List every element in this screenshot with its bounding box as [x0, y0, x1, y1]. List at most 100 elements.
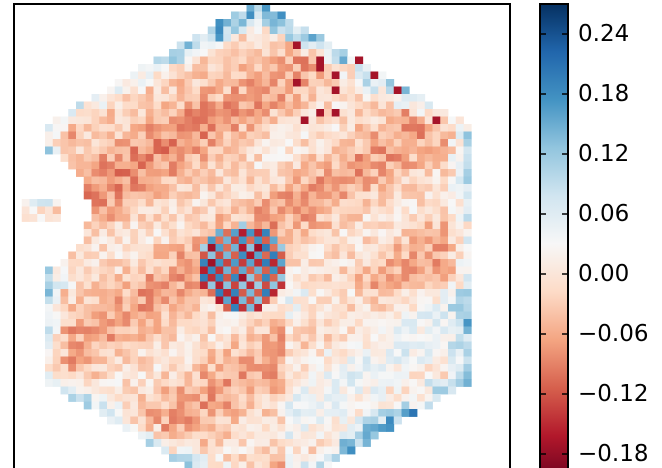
heatmap-cell	[254, 416, 263, 425]
heatmap-cell	[440, 289, 449, 297]
heatmap-cell	[192, 49, 201, 57]
heatmap-cell	[308, 289, 317, 297]
heatmap-cell	[114, 221, 123, 230]
heatmap-cell	[130, 101, 139, 110]
heatmap-cell	[277, 424, 286, 432]
heatmap-cell	[269, 319, 278, 327]
heatmap-cell	[386, 341, 395, 350]
heatmap-cell	[355, 281, 364, 290]
heatmap-cell	[246, 154, 255, 162]
heatmap-cell	[238, 79, 247, 87]
heatmap-cell	[362, 116, 371, 125]
heatmap-cell	[161, 206, 170, 215]
heatmap-cell	[192, 446, 201, 455]
heatmap-cell	[238, 19, 247, 27]
heatmap-cell	[138, 371, 147, 380]
heatmap-cell	[83, 221, 92, 230]
heatmap-cell	[262, 244, 271, 252]
heatmap-cell	[238, 401, 247, 410]
heatmap-cell	[130, 341, 139, 350]
heatmap-cell	[347, 439, 356, 447]
heatmap-cell	[91, 124, 100, 132]
heatmap-cell	[293, 259, 302, 267]
heatmap-cell	[192, 356, 201, 365]
heatmap-cell	[285, 154, 294, 162]
heatmap-cell	[285, 416, 294, 425]
heatmap-cell	[238, 319, 247, 327]
heatmap-cell	[277, 274, 286, 282]
heatmap-cell	[114, 139, 123, 147]
heatmap-cell	[153, 401, 162, 410]
heatmap-cell	[238, 251, 247, 260]
heatmap-cell	[130, 371, 139, 380]
heatmap-cell	[231, 64, 240, 72]
heatmap-cell	[91, 304, 100, 312]
heatmap-cell	[324, 176, 333, 185]
heatmap-cell	[60, 386, 69, 395]
heatmap-cell	[277, 439, 286, 447]
heatmap-cell	[254, 364, 263, 372]
heatmap-cell	[184, 94, 193, 102]
heatmap-cell	[231, 394, 240, 402]
heatmap-cell	[378, 274, 387, 282]
heatmap-cell	[169, 176, 178, 185]
heatmap-cell	[293, 124, 302, 132]
heatmap-cell	[401, 311, 410, 320]
heatmap-cell	[440, 191, 449, 200]
heatmap-cell	[331, 101, 340, 110]
heatmap-cell	[347, 109, 356, 117]
heatmap-cell	[169, 221, 178, 230]
heatmap-cell	[161, 176, 170, 185]
heatmap-cell	[254, 206, 263, 215]
heatmap-cell	[308, 356, 317, 365]
heatmap-cell	[285, 379, 294, 387]
heatmap-cell	[68, 394, 77, 402]
heatmap-cell	[91, 371, 100, 380]
heatmap-cell	[200, 251, 209, 260]
heatmap-cell	[76, 356, 85, 365]
heatmap-cell	[246, 319, 255, 327]
heatmap-cell	[269, 326, 278, 335]
heatmap-cell	[122, 124, 131, 132]
heatmap-cell	[331, 146, 340, 155]
heatmap-cell	[184, 326, 193, 335]
heatmap-cell	[223, 424, 232, 432]
heatmap-cell	[448, 124, 457, 132]
heatmap-cell	[401, 229, 410, 237]
heatmap-cell	[176, 56, 185, 65]
heatmap-cell	[386, 326, 395, 335]
heatmap-cell	[107, 394, 116, 402]
heatmap-cell	[347, 221, 356, 230]
heatmap-cell	[393, 311, 402, 320]
heatmap-cell	[254, 214, 263, 222]
heatmap-cell	[440, 184, 449, 192]
heatmap-cell	[192, 431, 201, 440]
heatmap-cell	[409, 274, 418, 282]
heatmap-cell	[99, 401, 108, 410]
heatmap-cell	[215, 176, 224, 185]
heatmap-cell	[130, 191, 139, 200]
heatmap-cell	[91, 349, 100, 357]
heatmap-cell	[223, 101, 232, 110]
heatmap-cell	[331, 341, 340, 350]
heatmap-cell	[122, 416, 131, 425]
heatmap-cell	[145, 199, 154, 207]
heatmap-cell	[300, 394, 309, 402]
heatmap-cell	[262, 266, 271, 275]
heatmap-cell	[238, 424, 247, 432]
heatmap-cell	[107, 266, 116, 275]
heatmap-cell	[347, 251, 356, 260]
heatmap-cell	[176, 431, 185, 440]
heatmap-cell	[231, 334, 240, 342]
heatmap-cell	[76, 116, 85, 125]
heatmap-cell	[223, 109, 232, 117]
heatmap-cell	[293, 409, 302, 417]
heatmap-cell	[355, 274, 364, 282]
heatmap-cell	[339, 191, 348, 200]
heatmap-cell	[238, 221, 247, 230]
heatmap-cell	[238, 154, 247, 162]
heatmap-cell	[316, 169, 325, 177]
heatmap-cell	[378, 364, 387, 372]
heatmap-cell	[448, 116, 457, 125]
heatmap-cell	[293, 34, 302, 42]
